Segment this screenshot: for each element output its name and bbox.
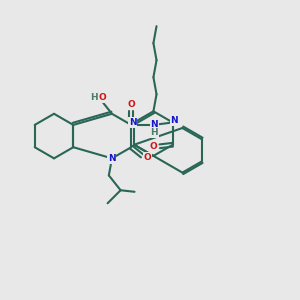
Text: O: O	[128, 100, 135, 109]
Text: N: N	[170, 116, 178, 125]
Text: H: H	[90, 93, 98, 102]
Text: N: N	[108, 154, 116, 163]
Text: N: N	[129, 118, 136, 127]
Text: O: O	[99, 93, 106, 102]
Text: H: H	[150, 128, 158, 137]
Text: N: N	[150, 120, 158, 129]
Text: O: O	[150, 142, 158, 151]
Text: O: O	[144, 153, 152, 162]
